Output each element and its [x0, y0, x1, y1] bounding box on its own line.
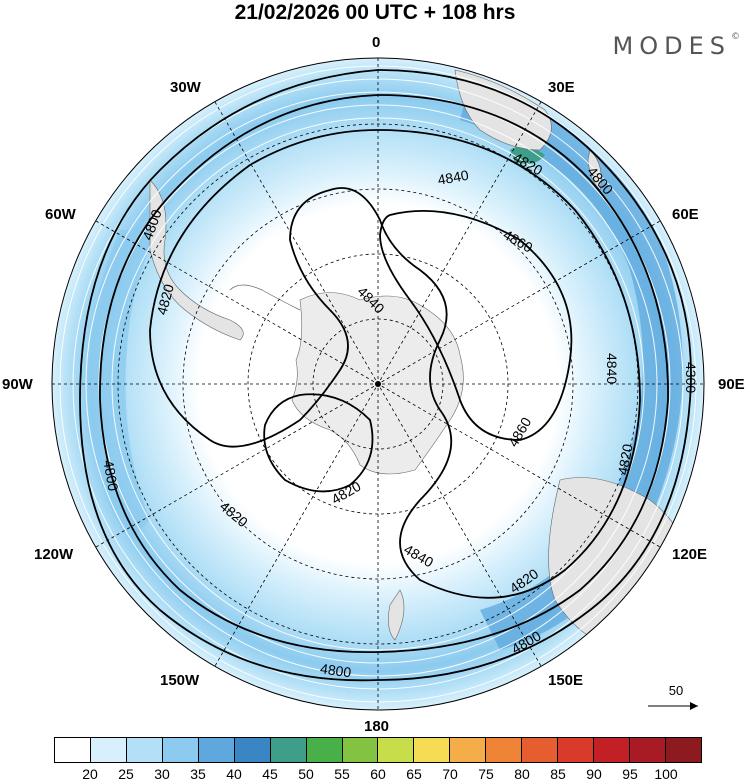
legend-swatch	[306, 738, 343, 762]
legend-swatch	[414, 738, 451, 762]
lon-label-30e: 30E	[548, 79, 575, 96]
legend-swatch	[270, 738, 307, 762]
legend-label: 90	[586, 766, 602, 782]
legend-label: 85	[550, 766, 566, 782]
map-title: 21/02/2026 00 UTC + 108 hrs	[234, 1, 516, 24]
contour-label: 4840	[604, 353, 620, 384]
legend-swatch	[90, 738, 127, 762]
legend-label: 30	[154, 766, 170, 782]
reference-vector: 50	[646, 683, 706, 698]
legend-swatch	[558, 738, 595, 762]
map-border	[51, 57, 705, 711]
legend-swatch	[162, 738, 199, 762]
legend-swatch	[342, 738, 379, 762]
legend-label: 100	[654, 766, 678, 782]
legend-label: 65	[406, 766, 422, 782]
color-legend-labels: 20 25 30 35 40 45 50 55 60 65 70 75 80 85 90 95 100	[0, 766, 750, 782]
contour-4800	[79, 69, 692, 682]
legend-swatch	[665, 738, 701, 762]
legend-label: 70	[442, 766, 458, 782]
south-pole-marker	[375, 381, 381, 387]
contour-label: 4840	[436, 167, 470, 188]
lon-label-150w: 150W	[160, 672, 200, 689]
legend-swatch	[234, 738, 271, 762]
contour-4840-outer	[149, 129, 641, 599]
legend-label: 55	[334, 766, 350, 782]
jet-core-west	[88, 230, 160, 540]
legend-swatch	[198, 738, 235, 762]
legend-label: 25	[118, 766, 134, 782]
contour-label: 4800	[100, 459, 121, 493]
lon-label-60w: 60W	[45, 206, 76, 223]
legend-label: 80	[514, 766, 530, 782]
south-america	[149, 179, 244, 341]
brand-logo: MODES©	[612, 32, 740, 60]
contour-4820-outer	[99, 94, 669, 653]
lon-label-120e: 120E	[672, 546, 708, 563]
antarctic-peninsula	[229, 284, 301, 311]
lon-label-90e: 90E	[718, 376, 745, 393]
jet-max-patch	[510, 146, 545, 164]
legend-swatch	[630, 738, 666, 762]
height-contours	[79, 69, 692, 682]
lon-label-60e: 60E	[672, 206, 699, 223]
lon-label-30w: 30W	[170, 79, 201, 96]
legend-swatch	[378, 738, 415, 762]
lon-label-180: 180	[364, 718, 390, 735]
contour-label: 4300	[683, 362, 699, 393]
legend-swatch	[55, 738, 91, 762]
color-legend	[54, 737, 702, 763]
legend-label: 95	[622, 766, 638, 782]
reference-arrow-icon	[648, 702, 698, 710]
legend-swatch	[486, 738, 523, 762]
contour-label: 4820	[615, 443, 636, 477]
lon-label-90w: 90W	[2, 376, 33, 393]
legend-swatch	[594, 738, 630, 762]
lon-label-0: 0	[372, 34, 381, 51]
contour-label: 4820	[153, 282, 177, 316]
contour-4860	[379, 210, 573, 441]
contour-label: 4800	[319, 660, 352, 680]
contour-4820-inner	[263, 393, 374, 493]
legend-swatch	[522, 738, 559, 762]
legend-label: 75	[478, 766, 494, 782]
legend-swatch	[450, 738, 487, 762]
reference-vector-label: 50	[668, 683, 684, 698]
lon-label-150e: 150E	[548, 672, 584, 689]
legend-swatch	[126, 738, 163, 762]
legend-label: 60	[370, 766, 386, 782]
legend-label: 20	[82, 766, 98, 782]
legend-label: 40	[226, 766, 242, 782]
legend-label: 50	[298, 766, 314, 782]
legend-label: 35	[190, 766, 206, 782]
legend-label: 45	[262, 766, 278, 782]
new-zealand	[388, 589, 405, 641]
lon-label-120w: 120W	[34, 546, 74, 563]
